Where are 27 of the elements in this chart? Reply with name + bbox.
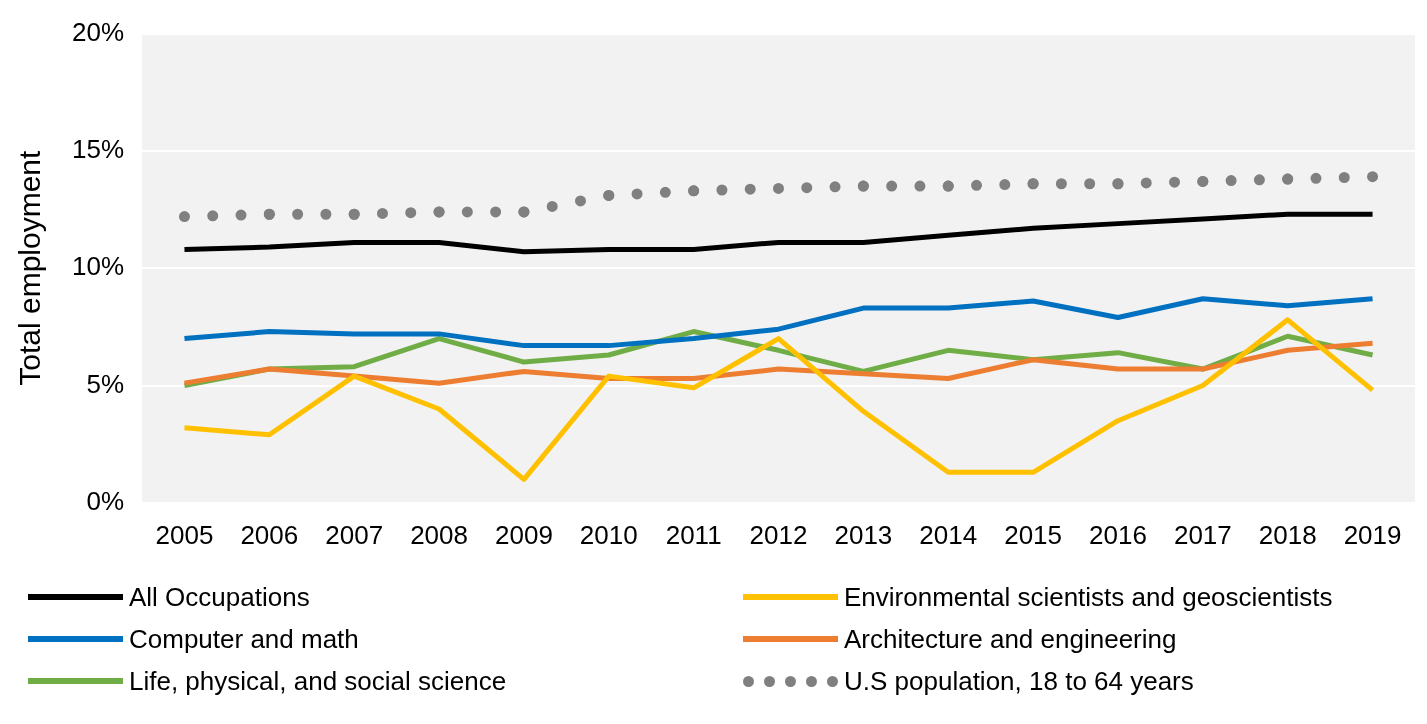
x-tick-label: 2012 (749, 519, 808, 550)
x-tick-label: 2016 (1089, 519, 1147, 550)
x-tick-label: 2007 (325, 519, 384, 550)
x-tick-label: 2017 (1173, 519, 1232, 550)
legend-label: Environmental scientists and geoscientists (844, 581, 1333, 613)
x-tick-label: 2015 (1004, 519, 1063, 550)
x-tick-label: 2019 (1343, 519, 1402, 550)
x-tick-label: 2005 (155, 519, 214, 550)
legend-label: Architecture and engineering (844, 623, 1177, 655)
x-tick-label: 2010 (579, 519, 638, 550)
y-tick-label: 20% (71, 16, 125, 47)
legend-label: All Occupations (129, 581, 310, 613)
x-tick-label: 2011 (665, 519, 722, 550)
x-tick-label: 2014 (919, 519, 978, 550)
x-tick-label: 2013 (834, 519, 893, 550)
y-axis-title: Total employment (13, 149, 47, 386)
legend-label: Life, physical, and social science (129, 665, 507, 697)
y-tick-label: 10% (71, 251, 125, 282)
x-tick-label: 2006 (240, 519, 299, 550)
y-tick-label: 5% (86, 368, 125, 399)
y-tick-label: 0% (86, 485, 125, 516)
legend-label: U.S population, 18 to 64 years (844, 665, 1194, 697)
x-tick-label: 2008 (410, 519, 468, 550)
x-tick-label: 2009 (495, 519, 553, 550)
x-tick-label: 2018 (1258, 519, 1317, 550)
y-tick-label: 15% (71, 134, 125, 165)
legend-label: Computer and math (129, 623, 359, 655)
